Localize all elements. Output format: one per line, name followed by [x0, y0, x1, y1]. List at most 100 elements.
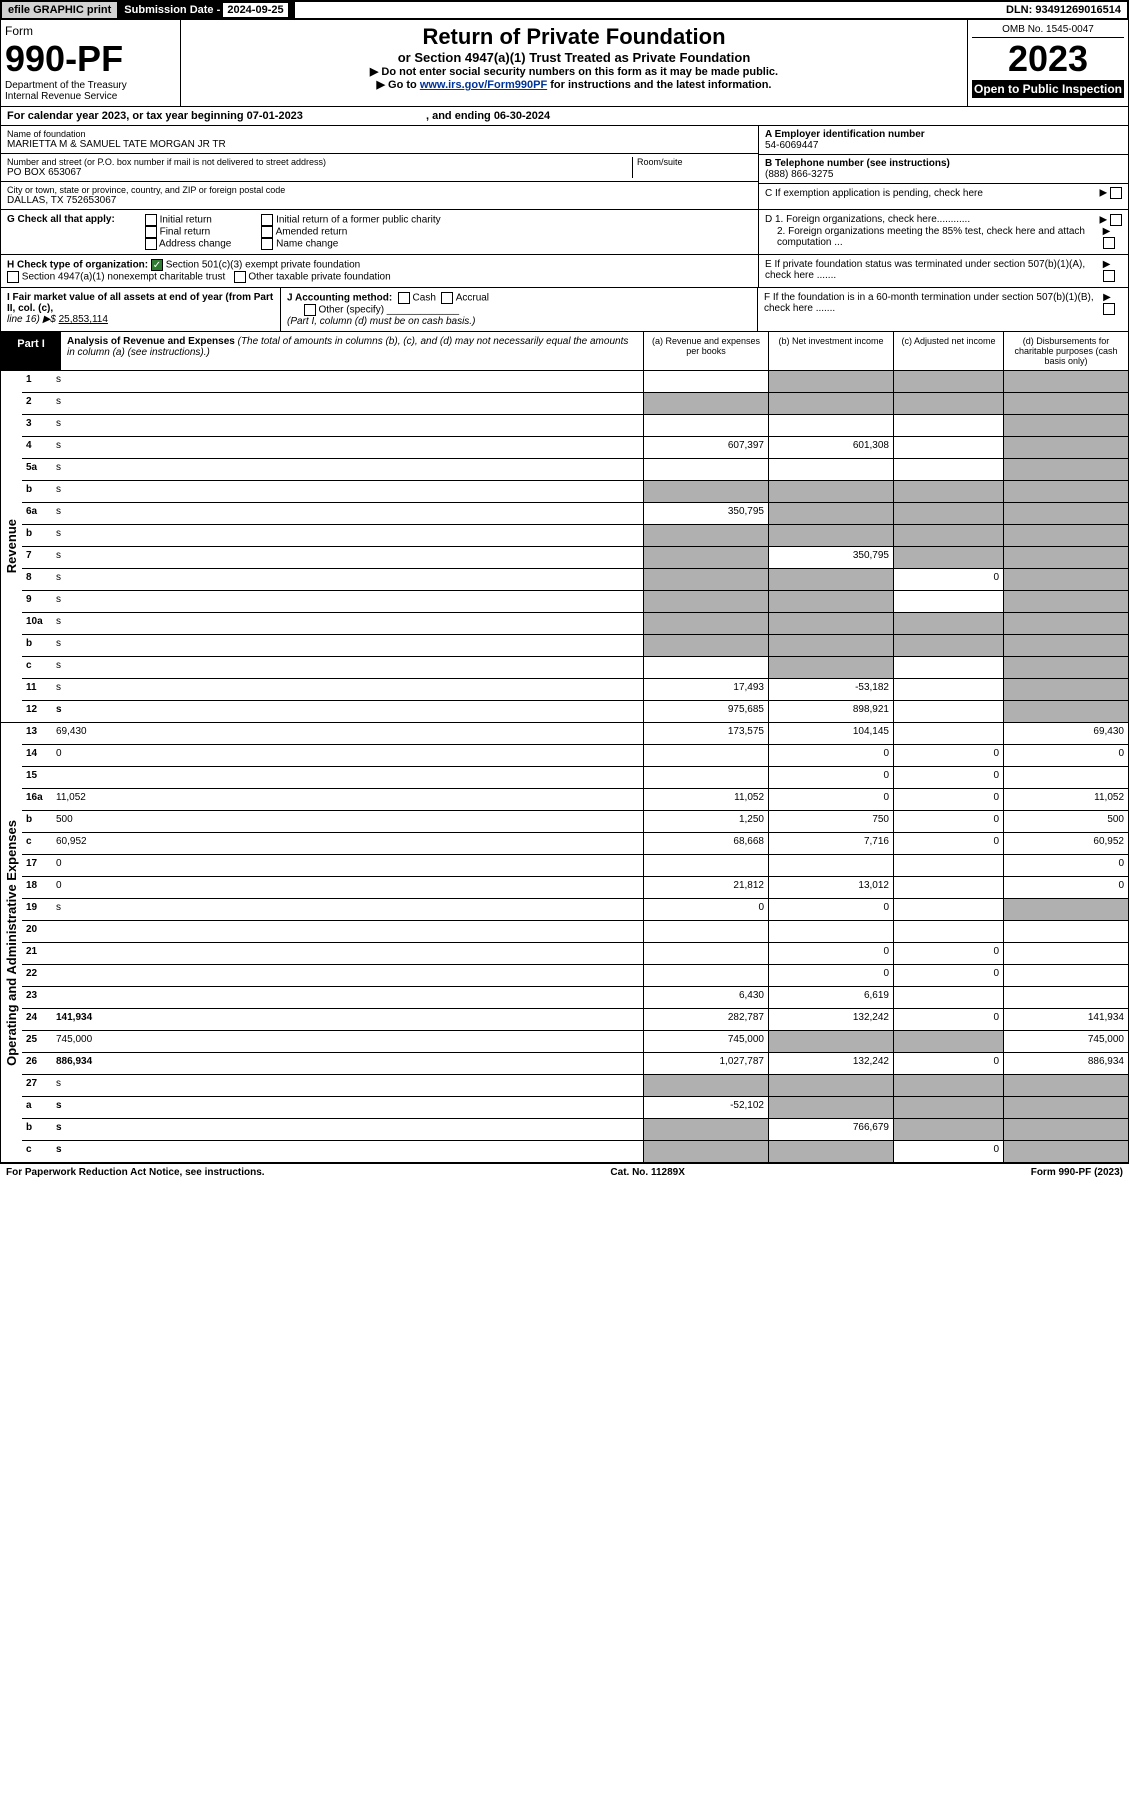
cell-shaded: [893, 503, 1003, 524]
cell-value: 975,685: [643, 701, 768, 722]
c-checkbox[interactable]: [1110, 187, 1122, 199]
line-num: 8: [22, 569, 52, 590]
g-initial-checkbox[interactable]: [145, 214, 157, 226]
cell-shaded: [1003, 1097, 1128, 1118]
j-other-checkbox[interactable]: [304, 304, 316, 316]
e-checkbox[interactable]: [1103, 270, 1115, 282]
cell-shaded: [893, 1119, 1003, 1140]
cell-shaded: [893, 481, 1003, 502]
line-num: a: [22, 1097, 52, 1118]
line-num: b: [22, 811, 52, 832]
part1-header: Part I Analysis of Revenue and Expenses …: [0, 332, 1129, 371]
table-row: 27 s: [22, 1075, 1129, 1097]
cell-shaded: [1003, 679, 1128, 700]
cell-value: [893, 437, 1003, 458]
addr-label: Number and street (or P.O. box number if…: [7, 157, 632, 167]
table-row: b s: [22, 635, 1129, 657]
line-num: 11: [22, 679, 52, 700]
cell-value: 0: [768, 767, 893, 788]
j-accrual-checkbox[interactable]: [441, 292, 453, 304]
g-amended-checkbox[interactable]: [261, 226, 273, 238]
line-desc: s: [52, 415, 643, 436]
cell-shaded: [643, 1075, 768, 1096]
cell-value: 0: [893, 943, 1003, 964]
efile-print-button[interactable]: efile GRAPHIC print: [2, 2, 118, 18]
cell-value: 350,795: [768, 547, 893, 568]
g-final-checkbox[interactable]: [145, 226, 157, 238]
line-desc: 745,000: [52, 1031, 643, 1052]
cell-shaded: [1003, 591, 1128, 612]
cell-value: 0: [768, 965, 893, 986]
revenue-section: Revenue 1 s 2 s 3 s 4 s 607,397601,308 5…: [0, 371, 1129, 723]
line-num: b: [22, 1119, 52, 1140]
line-desc: s: [52, 371, 643, 392]
d2-checkbox[interactable]: [1103, 237, 1115, 249]
ein-label: A Employer identification number: [765, 129, 1122, 140]
cell-value: 0: [893, 789, 1003, 810]
form990pf-link[interactable]: www.irs.gov/Form990PF: [420, 79, 547, 91]
table-row: 13 69,430 173,575104,14569,430: [22, 723, 1129, 745]
line-num: c: [22, 833, 52, 854]
table-row: 15 00: [22, 767, 1129, 789]
g-name-checkbox[interactable]: [261, 238, 273, 250]
cell-shaded: [893, 371, 1003, 392]
cell-value: [893, 855, 1003, 876]
h-4947-checkbox[interactable]: [7, 271, 19, 283]
h-other-checkbox[interactable]: [234, 271, 246, 283]
line-num: 23: [22, 987, 52, 1008]
cell-value: 173,575: [643, 723, 768, 744]
expenses-section: Operating and Administrative Expenses 13…: [0, 723, 1129, 1163]
cell-shaded: [768, 481, 893, 502]
cell-value: 0: [893, 1009, 1003, 1030]
form-number: 990-PF: [5, 38, 176, 80]
line-num: 6a: [22, 503, 52, 524]
footer-right: Form 990-PF (2023): [1031, 1167, 1123, 1178]
cell-shaded: [768, 569, 893, 590]
col-a-header: (a) Revenue and expenses per books: [643, 332, 768, 370]
footer-center: Cat. No. 11289X: [610, 1167, 684, 1178]
table-row: 5a s: [22, 459, 1129, 481]
cell-value: [643, 965, 768, 986]
h-501-checkbox[interactable]: [151, 259, 163, 271]
cell-value: [643, 921, 768, 942]
cell-value: 0: [893, 745, 1003, 766]
j-note: (Part I, column (d) must be on cash basi…: [287, 316, 475, 327]
cell-shaded: [1003, 1141, 1128, 1162]
cell-value: 0: [893, 965, 1003, 986]
cell-value: 141,934: [1003, 1009, 1128, 1030]
cell-shaded: [1003, 481, 1128, 502]
cell-shaded: [1003, 459, 1128, 480]
table-row: 6a s 350,795: [22, 503, 1129, 525]
table-row: 4 s 607,397601,308: [22, 437, 1129, 459]
cell-value: [893, 877, 1003, 898]
cell-value: 60,952: [1003, 833, 1128, 854]
col-d-header: (d) Disbursements for charitable purpose…: [1003, 332, 1128, 370]
j-cash-checkbox[interactable]: [398, 292, 410, 304]
cell-shaded: [1003, 657, 1128, 678]
cell-shaded: [1003, 569, 1128, 590]
line-num: 2: [22, 393, 52, 414]
cell-shaded: [768, 635, 893, 656]
cell-value: [643, 371, 768, 392]
col-c-header: (c) Adjusted net income: [893, 332, 1003, 370]
cell-value: 6,430: [643, 987, 768, 1008]
d1-checkbox[interactable]: [1110, 214, 1122, 226]
omb-number: OMB No. 1545-0047: [972, 24, 1124, 38]
table-row: 14 0 000: [22, 745, 1129, 767]
tax-year: 2023: [972, 38, 1124, 80]
c-label: C If exemption application is pending, c…: [765, 188, 983, 199]
g-initial-former-checkbox[interactable]: [261, 214, 273, 226]
cell-value: [768, 415, 893, 436]
cell-value: 17,493: [643, 679, 768, 700]
cell-value: 766,679: [768, 1119, 893, 1140]
cell-shaded: [643, 591, 768, 612]
cell-value: 745,000: [643, 1031, 768, 1052]
f-checkbox[interactable]: [1103, 303, 1115, 315]
dept-treasury: Department of the Treasury: [5, 80, 176, 91]
line-desc: s: [52, 591, 643, 612]
cell-shaded: [768, 1075, 893, 1096]
entity-info: Name of foundation MARIETTA M & SAMUEL T…: [0, 126, 1129, 210]
table-row: 16a 11,052 11,0520011,052: [22, 789, 1129, 811]
cell-shaded: [893, 635, 1003, 656]
g-addr-checkbox[interactable]: [145, 238, 157, 250]
